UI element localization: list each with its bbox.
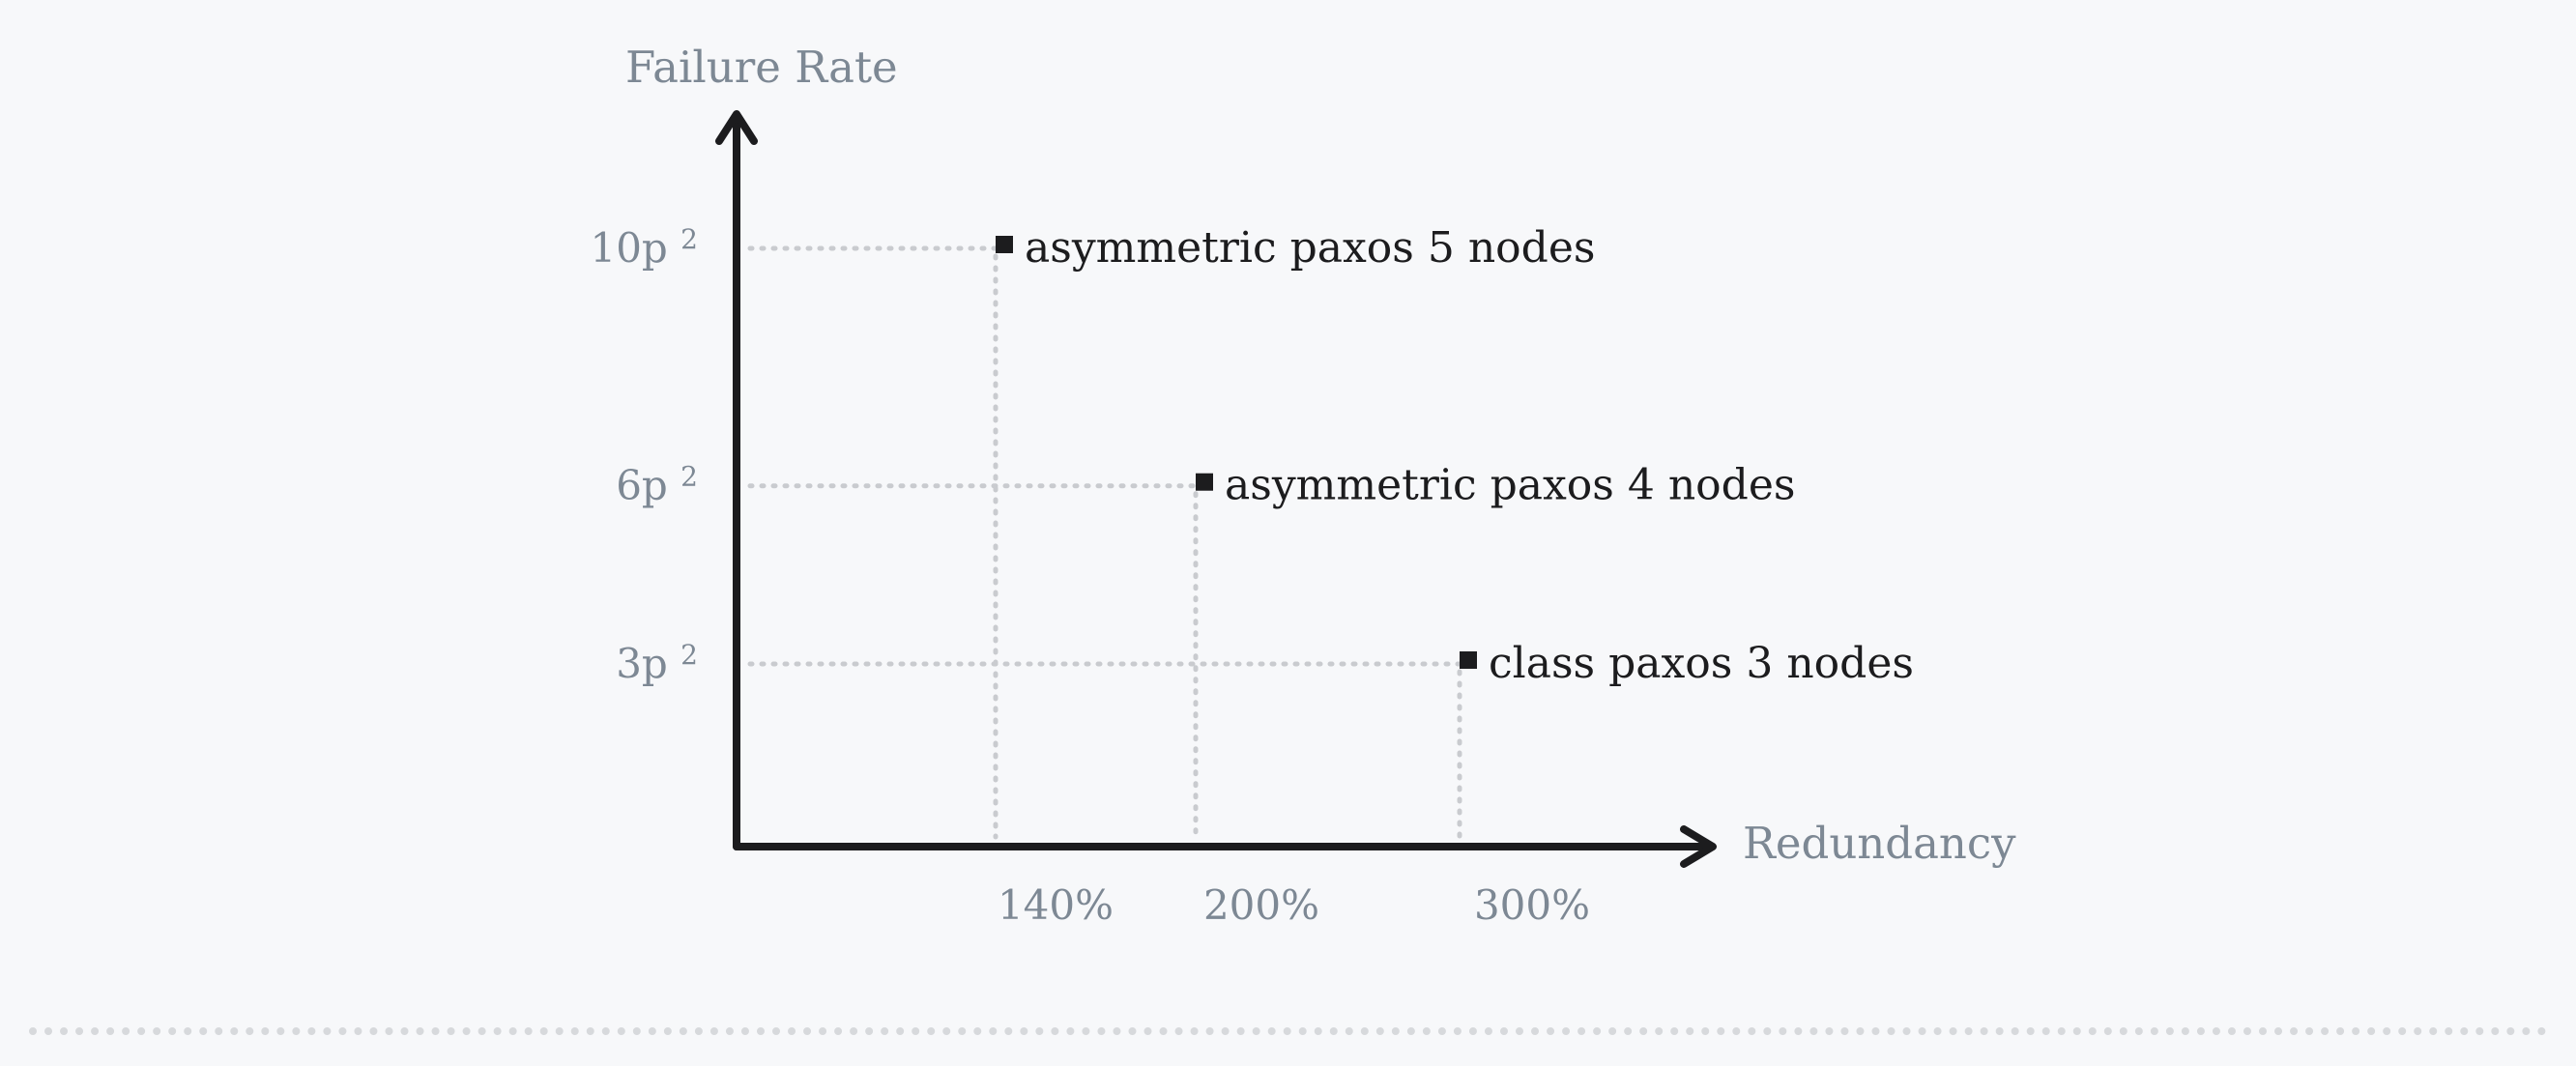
data-points	[996, 236, 1477, 669]
data-point-labels: asymmetric paxos 5 nodes asymmetric paxos…	[1025, 223, 1914, 688]
y-axis-title: Failure Rate	[625, 42, 898, 93]
data-point-label: asymmetric paxos 4 nodes	[1225, 461, 1795, 510]
bottom-dotted-divider	[29, 1027, 2547, 1035]
data-point-label: class paxos 3 nodes	[1489, 639, 1914, 688]
data-point-marker	[1196, 473, 1213, 491]
x-tick-label: 200%	[1203, 881, 1319, 929]
x-axis-arrowhead	[1680, 825, 1717, 868]
x-tick-label: 140%	[998, 881, 1114, 929]
y-tick-label: 6p 2	[616, 461, 698, 509]
data-point-label: asymmetric paxos 5 nodes	[1025, 223, 1595, 273]
x-axis-title: Redundancy	[1743, 818, 2016, 869]
data-point-marker	[996, 236, 1013, 253]
guide-lines	[747, 245, 1466, 840]
y-axis-arrowhead	[715, 110, 758, 145]
y-tick-labels: 10p 2 6p 2 3p 2	[590, 223, 698, 687]
x-tick-label: 300%	[1474, 881, 1590, 929]
data-point-marker	[1460, 651, 1477, 669]
x-tick-labels: 140% 200% 300%	[998, 881, 1590, 929]
y-tick-label: 10p 2	[590, 223, 698, 272]
y-tick-label: 3p 2	[616, 639, 698, 687]
